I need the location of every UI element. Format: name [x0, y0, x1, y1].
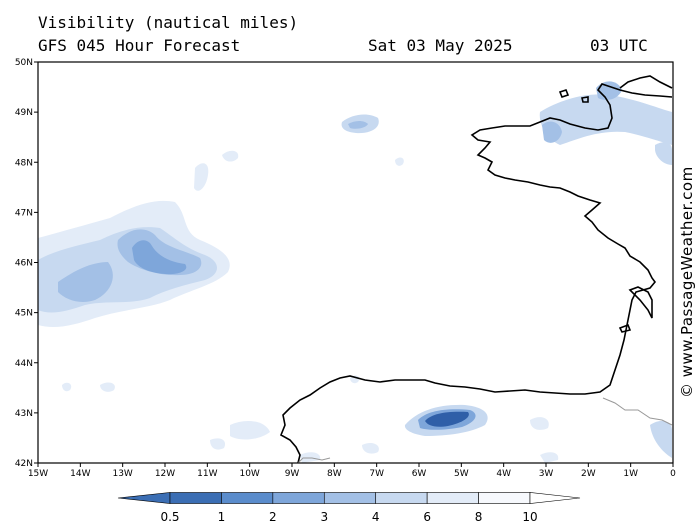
longitude-axis: 15W 14W 13W 12W 11W 10W 9W 8W 7W 6W 5W 4W 3W 2W 1W 0 — [28, 463, 676, 479]
coastline-france — [279, 83, 673, 464]
forecast-time: 03 UTC — [590, 36, 648, 55]
coastlines — [279, 75, 673, 464]
lat-tick-label: 45N — [15, 309, 33, 319]
forecast-model: GFS 045 Hour Forecast — [38, 36, 241, 55]
coastline-ile-re — [618, 323, 632, 333]
fog-patch-9 — [540, 452, 559, 463]
fog-patch-7 — [210, 438, 226, 450]
legend-high-arrow — [529, 492, 581, 504]
legend-label: 1 — [218, 510, 226, 524]
forecast-date: Sat 03 May 2025 — [368, 36, 513, 55]
lon-tick-label: 1W — [623, 469, 638, 479]
fog-patch-2 — [395, 157, 404, 166]
lat-tick-label: 47N — [15, 208, 33, 218]
lon-tick-label: 0 — [670, 469, 676, 479]
legend-low-arrow — [117, 492, 171, 504]
legend-label: 4 — [372, 510, 380, 524]
lon-tick-label: 12W — [155, 469, 175, 479]
fog-area-channel — [539, 94, 672, 145]
lon-tick-label: 11W — [197, 469, 217, 479]
legend-label: 2 — [269, 510, 277, 524]
site-credit: © www.PassageWeather.com — [678, 166, 696, 398]
fog-patch-12 — [362, 442, 379, 454]
borders — [297, 397, 673, 464]
latitude-axis: 50N 49N 48N 47N 46N 45N 44N 43N 42N — [15, 58, 38, 469]
border-spain-france — [602, 397, 673, 426]
legend-label: 10 — [522, 510, 537, 524]
fog-patch-8 — [530, 417, 549, 430]
lon-tick-label: 14W — [70, 469, 90, 479]
coastline-gironde — [628, 286, 653, 319]
lon-tick-label: 5W — [454, 469, 469, 479]
fog-area-band — [194, 163, 209, 191]
coastline-channel-islands — [558, 89, 589, 103]
visibility-legend: 0.5 1 2 3 4 6 8 10 — [117, 492, 581, 524]
lon-tick-label: 4W — [496, 469, 511, 479]
border-spain-portugal — [297, 457, 331, 464]
fog-area-biscay-core — [425, 411, 469, 427]
lon-tick-label: 13W — [112, 469, 132, 479]
fog-area-west-core — [58, 262, 113, 303]
fog-fields — [38, 81, 672, 463]
fog-area-east-edge — [655, 142, 672, 165]
lat-tick-label: 43N — [15, 409, 33, 419]
lat-tick-label: 49N — [15, 108, 33, 118]
lon-tick-label: 15W — [28, 469, 48, 479]
lat-tick-label: 44N — [15, 359, 33, 369]
legend-label: 8 — [475, 510, 483, 524]
lat-tick-label: 48N — [15, 158, 33, 168]
legend-swatch — [478, 492, 531, 504]
fog-patch-10 — [650, 420, 672, 458]
lon-tick-label: 8W — [327, 469, 342, 479]
lon-tick-label: 7W — [369, 469, 384, 479]
coastline-normandy — [619, 75, 673, 89]
legend-swatch — [323, 492, 377, 504]
legend-swatch — [169, 492, 222, 504]
fog-patch-6 — [230, 420, 270, 440]
fog-patch-1 — [222, 150, 239, 162]
fog-patch-5 — [100, 382, 115, 392]
legend-label: 0.5 — [160, 510, 179, 524]
fog-area-north-core — [348, 121, 368, 129]
legend-swatch — [272, 492, 325, 504]
legend-swatch — [375, 492, 428, 504]
lon-tick-label: 9W — [285, 469, 300, 479]
lon-tick-label: 10W — [239, 469, 259, 479]
legend-label: 3 — [320, 510, 328, 524]
fog-area-west-dark — [132, 240, 187, 275]
fog-area-channel-core — [542, 121, 562, 143]
lat-tick-label: 42N — [15, 459, 33, 469]
legend-swatch — [426, 492, 479, 504]
lon-tick-label: 2W — [581, 469, 596, 479]
lat-tick-label: 50N — [15, 58, 33, 68]
lon-tick-label: 3W — [539, 469, 554, 479]
legend-swatch — [221, 492, 274, 504]
fog-patch-4 — [62, 382, 72, 392]
lon-tick-label: 6W — [412, 469, 427, 479]
lat-tick-label: 46N — [15, 259, 33, 269]
legend-label: 6 — [423, 510, 431, 524]
chart-title: Visibility (nautical miles) — [38, 13, 299, 32]
